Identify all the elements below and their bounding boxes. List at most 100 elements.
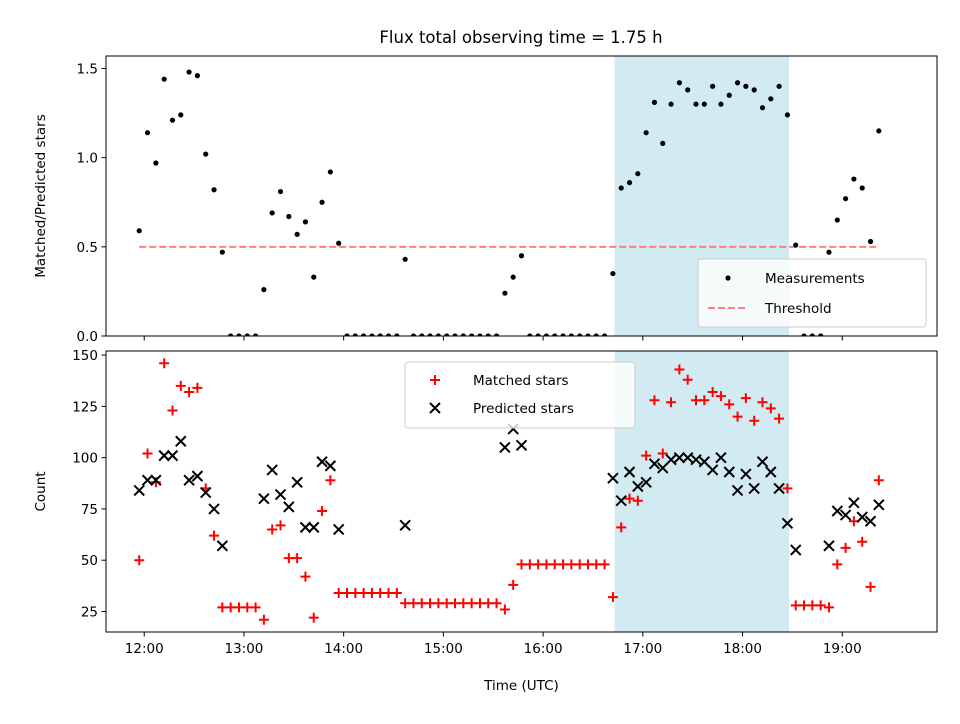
measurement-point [568,333,574,336]
y-tick-label: 100 [72,451,98,467]
x-tick-label: 13:00 [224,641,263,657]
measurement-point [435,333,441,336]
measurement-point [178,112,184,118]
measurement-point [776,83,782,89]
matched-point [749,415,760,426]
measurement-point [693,101,699,107]
matched-point [624,493,635,504]
matched-point [491,598,502,609]
matched-point [873,475,884,486]
matched-point [308,612,319,623]
matched-point [192,382,203,393]
measurement-point [635,171,641,177]
matched-point [782,483,793,494]
measurement-point [685,87,691,93]
measurement-point [610,270,616,277]
axes-frame [105,55,938,337]
matched-point [267,524,278,535]
measurement-point [527,333,533,336]
predicted-point [283,501,295,513]
predicted-point [316,456,328,468]
matched-point [209,530,220,541]
predicted-point [208,503,220,515]
measurement-point [286,213,292,220]
measurement-point [194,73,201,79]
y-tick-label: 0.0 [77,329,98,345]
measurement-point [477,333,483,336]
measurement-point [834,217,840,223]
predicted-point [632,480,644,493]
matched-point [815,600,826,611]
predicted-point [773,482,785,495]
measurement-point [751,87,757,93]
x-tick-label: 18:00 [723,641,762,657]
legend-marker-matched [430,375,440,385]
matched-point [823,602,834,613]
measurement-point [319,199,325,205]
measurement-point [552,333,558,336]
predicted-point [706,464,719,476]
measurement-point [768,96,774,102]
measurement-point [743,83,749,89]
measurement-point [809,333,815,336]
matched-point [616,522,627,533]
legend: Matched stars Predicted stars [404,361,636,429]
measurement-point [668,101,674,107]
matched-point [167,405,178,416]
measurement-point [759,105,766,111]
predicted-point [823,540,835,552]
matched-point [292,553,303,564]
matched-point [682,374,693,385]
matched-point [317,505,328,516]
measurement-point [543,333,550,336]
predicted-point [848,497,860,509]
x-tick-label: 17:00 [623,641,662,657]
measurement-point [793,242,799,248]
y-tick-label: 125 [72,399,98,415]
plot-area [136,69,882,336]
measurement-point [876,128,882,134]
matched-point [607,592,618,603]
measurement-point [726,92,732,98]
measurement-point [801,333,807,336]
predicted-point [216,540,229,552]
predicted-point [299,521,312,534]
matched-point [508,579,519,590]
y-tick-label: 150 [72,348,98,364]
predicted-point [748,482,760,495]
predicted-point [183,474,195,486]
matched-point [832,559,843,570]
measurement-point [402,256,408,262]
matched-point [150,477,161,488]
measurement-point [485,333,491,336]
plot-area [133,358,885,625]
measurement-point [818,333,824,336]
measurement-point [419,333,425,336]
predicted-point [150,474,162,486]
legend-label-matched: Matched stars [473,373,569,389]
measurement-point [535,333,541,336]
matched-point [632,495,643,506]
predicted-point [175,435,187,447]
measurement-point [842,196,849,202]
predicted-point [623,466,636,478]
matched-point [666,397,677,408]
matched-point [740,393,751,404]
measurement-point [203,151,209,157]
measurement-point [867,238,874,245]
predicted-point [731,484,744,497]
measurement-point [361,333,367,336]
predicted-point [141,474,154,486]
measurement-point [294,231,300,237]
predicted-point [607,472,619,484]
matched-point [657,448,668,459]
predicted-point [864,515,877,527]
measurement-point [618,185,624,191]
measurement-point [643,130,649,136]
matched-point [765,403,776,414]
measurement-point [701,101,707,107]
measurement-point [710,83,716,89]
measurement-point [261,287,267,293]
measurement-point [444,333,450,336]
